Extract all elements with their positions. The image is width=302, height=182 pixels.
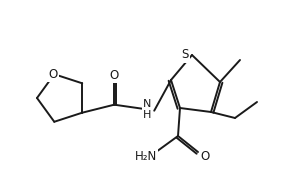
- Text: S: S: [181, 48, 189, 62]
- Text: N
H: N H: [143, 99, 151, 120]
- Text: O: O: [110, 69, 119, 82]
- Text: H₂N: H₂N: [135, 149, 157, 163]
- Text: O: O: [200, 149, 210, 163]
- Text: O: O: [49, 68, 58, 81]
